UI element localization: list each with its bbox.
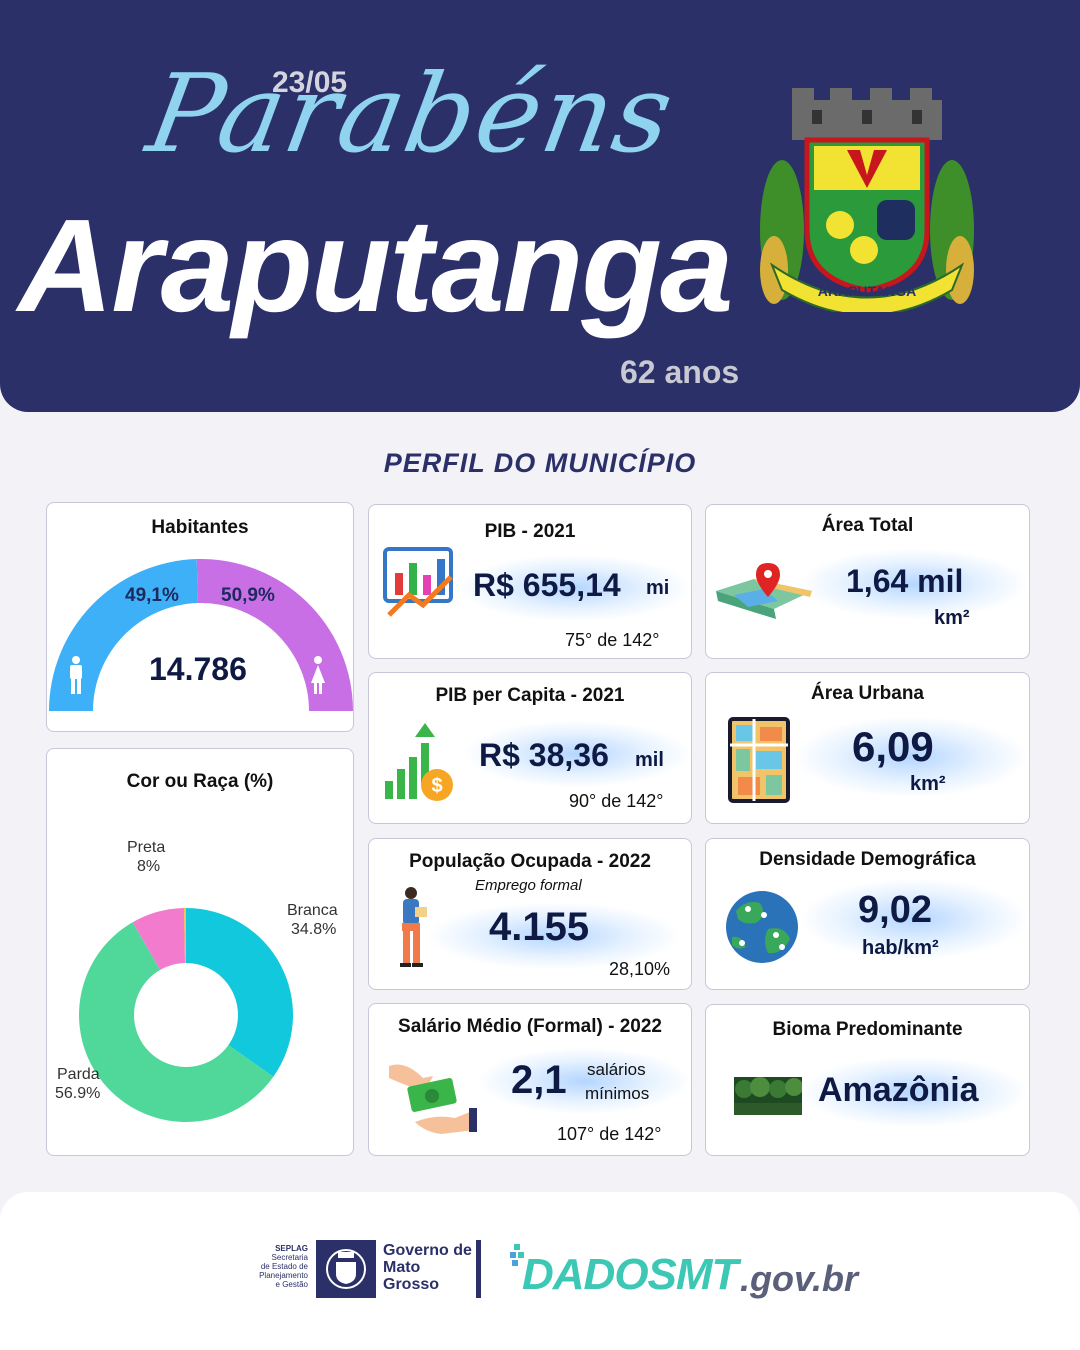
habitantes-total: 14.786	[149, 651, 247, 687]
label-preta: Preta	[127, 839, 166, 856]
header-banner: Parabéns 23/05 Araputanga 62 anos ARAPUT…	[0, 0, 1080, 412]
city-crest-icon: ARAPUTANGA	[760, 88, 974, 312]
gauge-male-segment	[49, 559, 198, 711]
anniversary-date: 23/05	[272, 66, 348, 99]
label-branca: Branca	[287, 902, 338, 919]
area-urbana-card: Área Urbana 6,09 km²	[705, 672, 1030, 824]
city-name: Araputanga	[18, 192, 733, 339]
cor-raca-title: Cor ou Raça (%)	[126, 771, 274, 792]
map-pin-icon	[716, 563, 812, 619]
densidade-unit: hab/km²	[862, 937, 939, 959]
densidade-title: Densidade Demográfica	[759, 849, 976, 870]
salario-value: 2,1	[511, 1058, 567, 1102]
pib-capita-unit: mil	[635, 749, 664, 771]
forest-icon	[734, 1077, 802, 1115]
seplag-text: SEPLAG Secretaria de Estado de Planejame…	[259, 1244, 308, 1289]
bioma-value: Amazônia	[818, 1071, 979, 1109]
salario-rank: 107° de 142°	[557, 1124, 662, 1144]
densidade-value: 9,02	[858, 889, 932, 931]
pib-capita-value: R$ 38,36	[479, 737, 609, 773]
govbr-text: .gov.br	[740, 1258, 859, 1299]
area-total-unit: km²	[934, 607, 970, 629]
male-pct: 49,1%	[125, 585, 179, 606]
area-total-card: Área Total 1,64 mil km²	[705, 504, 1030, 659]
area-total-title: Área Total	[821, 515, 914, 536]
female-person-icon	[311, 656, 325, 694]
area-total-value: 1,64 mil	[846, 563, 964, 599]
pib-value: R$ 655,14	[473, 567, 621, 603]
male-person-icon	[70, 656, 82, 694]
bar-chart-growth-icon	[383, 547, 453, 617]
label-parda: Parda	[57, 1066, 100, 1083]
pib-rank: 75° de 142°	[565, 630, 660, 650]
bioma-title: Bioma Predominante	[772, 1019, 963, 1040]
bioma-card: Bioma Predominante Amazônia	[705, 1004, 1030, 1156]
densidade-card: Densidade Demográfica 9,02 hab/km²	[705, 838, 1030, 990]
dadosmt-logo-text: DADOSMT	[522, 1250, 738, 1299]
populacao-subtitle: Emprego formal	[475, 877, 582, 894]
greeting-text: Parabéns	[138, 52, 684, 177]
value-branca: 34.8%	[291, 921, 337, 938]
salario-card: Salário Médio (Formal) - 2022 2,1 salári…	[368, 1003, 692, 1156]
habitantes-gauge	[49, 559, 353, 711]
salario-title: Salário Médio (Formal) - 2022	[398, 1016, 662, 1037]
city-age: 62 anos	[620, 354, 740, 390]
pib-title: PIB - 2021	[484, 521, 576, 542]
state-emblem-icon	[316, 1240, 376, 1298]
crest-label: ARAPUTANGA	[818, 283, 917, 299]
worker-person-icon	[400, 887, 427, 967]
money-hand-icon	[389, 1064, 477, 1134]
pib-capita-title: PIB per Capita - 2021	[435, 685, 625, 706]
populacao-title: População Ocupada - 2022	[409, 851, 651, 872]
donut-slice-branca	[186, 908, 293, 1077]
footer	[0, 1192, 1080, 1350]
populacao-pct: 28,10%	[609, 959, 671, 979]
area-urbana-unit: km²	[910, 773, 946, 795]
area-urbana-value: 6,09	[852, 723, 934, 770]
habitantes-card: Habitantes 49,1% 50,9% 14.786	[46, 502, 354, 732]
cor-raca-donut-chart	[79, 908, 293, 1122]
pib-capita-rank: 90° de 142°	[569, 791, 664, 811]
value-preta: 8%	[137, 858, 161, 875]
pib-capita-card: PIB per Capita - 2021 $ R$ 38,36 mil 90°…	[368, 672, 692, 824]
pib-unit: mi	[646, 577, 670, 599]
value-parda: 56.9%	[55, 1085, 101, 1102]
populacao-value: 4.155	[489, 905, 590, 949]
footer-divider	[476, 1240, 481, 1298]
section-title: PERFIL DO MUNICÍPIO	[383, 448, 697, 478]
habitantes-title: Habitantes	[151, 517, 249, 538]
salario-unit-line2: mínimos	[585, 1084, 650, 1103]
cor-raca-card: Cor ou Raça (%) Preta 8% Branca 34.8% Pa…	[46, 748, 354, 1156]
dados-pixel-icon	[510, 1244, 524, 1266]
pib-card: PIB - 2021 R$ 655,14 mi 75° de 142°	[368, 504, 692, 659]
svg-text:$: $	[431, 775, 442, 797]
gauge-female-segment	[196, 559, 353, 711]
coin-growth-icon: $	[385, 723, 453, 801]
populacao-card: População Ocupada - 2022 Emprego formal …	[368, 838, 692, 990]
female-pct: 50,9%	[221, 585, 275, 606]
globe-people-icon	[726, 891, 798, 963]
salario-unit-line1: salários	[587, 1060, 646, 1079]
city-map-icon	[728, 717, 790, 803]
area-urbana-title: Área Urbana	[811, 683, 924, 704]
gov-mt-text: Governo de Mato Grosso	[383, 1242, 472, 1293]
